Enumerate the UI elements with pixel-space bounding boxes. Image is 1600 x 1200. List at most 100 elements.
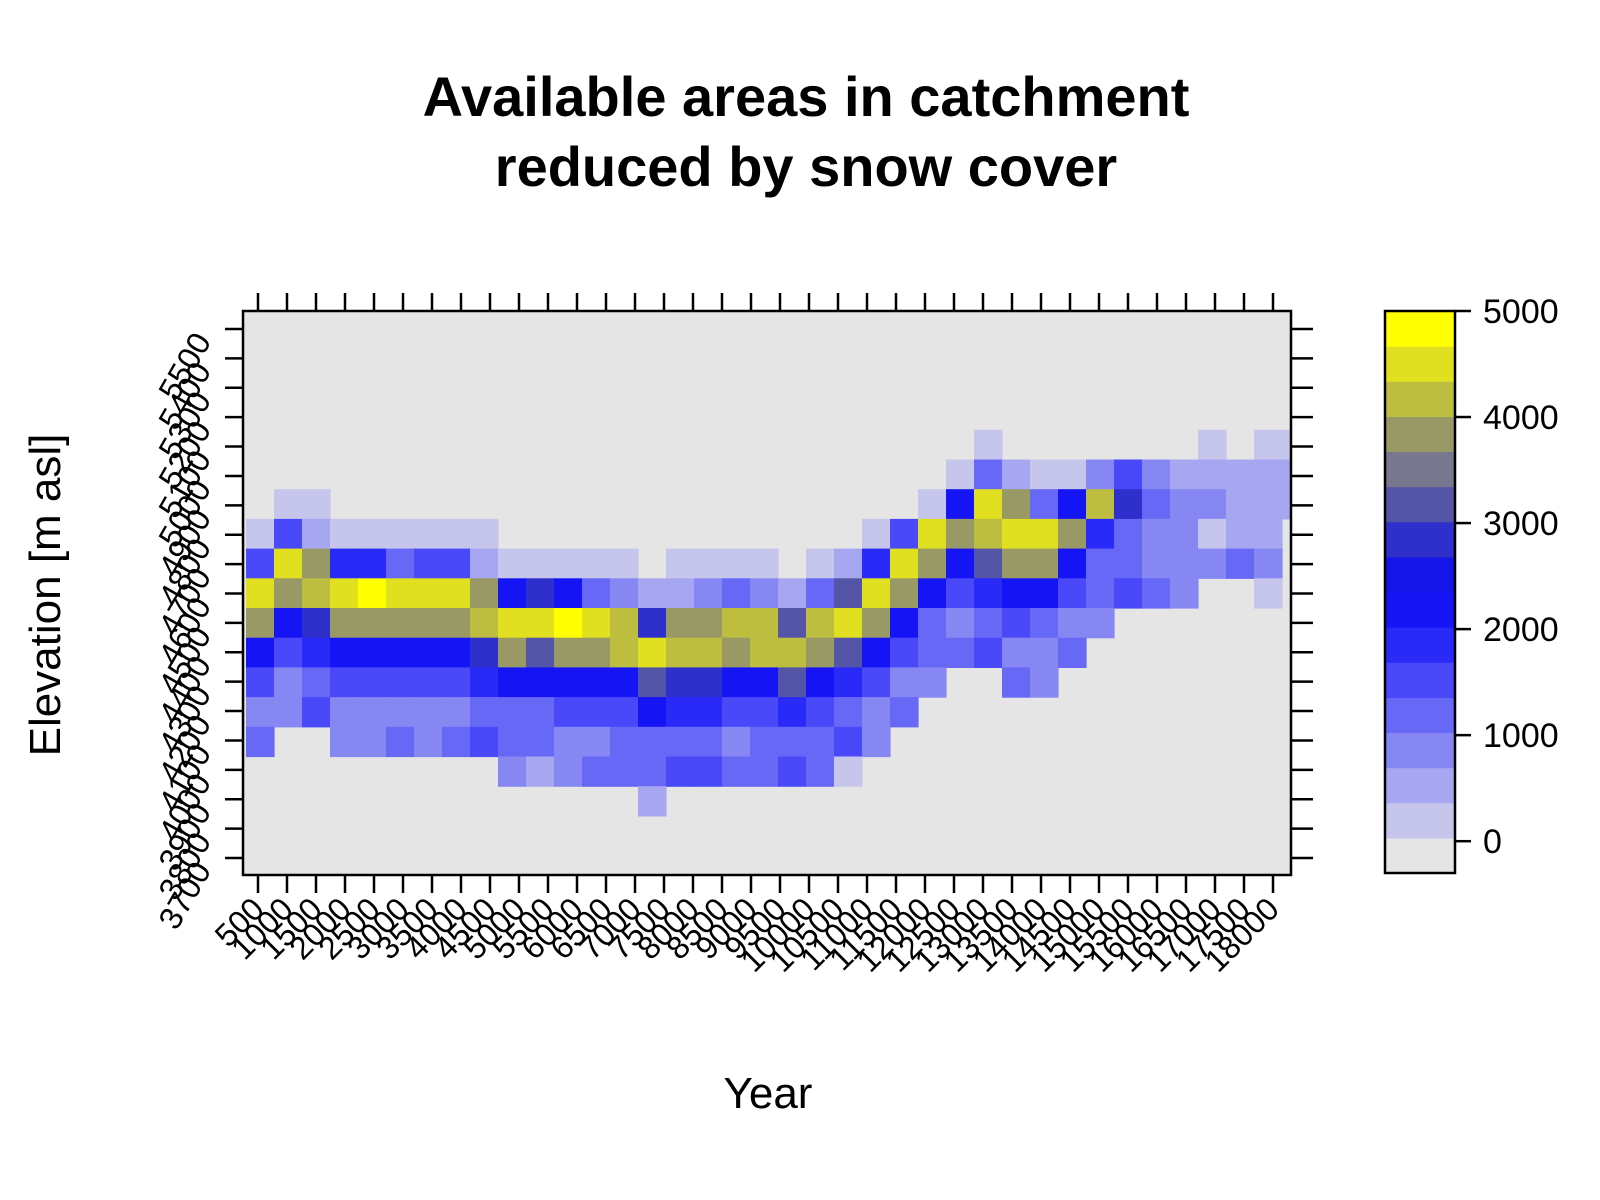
heatmap-cell (806, 578, 835, 609)
heatmap-cell (1170, 459, 1199, 490)
heatmap-cell (722, 548, 751, 579)
heatmap-cell (666, 756, 695, 787)
heatmap-cell (834, 697, 863, 728)
heatmap-cell (414, 578, 443, 609)
heatmap-cell (302, 518, 331, 550)
heatmap-cell (274, 608, 303, 639)
heatmap-cell (666, 608, 695, 639)
heatmap-cell (918, 489, 947, 520)
heatmap-cell (890, 697, 919, 728)
heatmap-cell (1086, 489, 1115, 520)
heatmap-cell (666, 578, 695, 609)
heatmap-cell (1198, 429, 1227, 461)
heatmap-cell (918, 578, 947, 609)
heatmap-cell (750, 667, 779, 698)
heatmap-cell (330, 548, 359, 579)
heatmap-cell (946, 637, 975, 668)
heatmap-cell (862, 667, 891, 698)
colorbar-segment (1385, 311, 1455, 347)
heatmap-cell (1142, 578, 1171, 609)
heatmap-cell (974, 578, 1003, 609)
heatmap-cell (470, 637, 499, 668)
heatmap-cell (302, 548, 331, 579)
heatmap-cell (330, 578, 359, 609)
heatmap-cell (582, 756, 611, 787)
heatmap-cell (1086, 459, 1115, 490)
heatmap-cell (834, 578, 863, 609)
heatmap-cell (1254, 489, 1283, 520)
heatmap-cell (694, 667, 723, 698)
heatmap-cell (246, 608, 275, 639)
heatmap-cell (1058, 578, 1087, 609)
heatmap-cell (974, 489, 1003, 520)
heatmap-cell (274, 518, 303, 550)
heatmap-cell (470, 697, 499, 728)
colorbar-tick-label: 1000 (1483, 717, 1559, 755)
heatmap-cell (302, 667, 331, 698)
heatmap-cell (442, 548, 471, 579)
heatmap-cell (358, 697, 387, 728)
heatmap-cell (946, 608, 975, 639)
heatmap-cell (806, 637, 835, 668)
heatmap-cell (386, 726, 415, 758)
heatmap-cell (1170, 578, 1199, 609)
heatmap-cell (1058, 548, 1087, 579)
heatmap-cell (1226, 548, 1255, 579)
heatmap-cell (778, 726, 807, 758)
heatmap-cell (1030, 459, 1059, 490)
heatmap-cell (442, 697, 471, 728)
heatmap-cell (750, 608, 779, 639)
colorbar-tick-label: 3000 (1483, 505, 1559, 543)
heatmap-cell (582, 637, 611, 668)
heatmap-cell (526, 548, 555, 579)
heatmap-cell (1198, 548, 1227, 579)
heatmap-cell (862, 726, 891, 758)
heatmap-cell (610, 578, 639, 609)
heatmap-cell (638, 667, 667, 698)
colorbar-segment (1385, 346, 1455, 382)
heatmap-cell (470, 726, 499, 758)
heatmap-cell (722, 637, 751, 668)
heatmap-cell (694, 756, 723, 787)
heatmap-cell (1254, 548, 1283, 579)
heatmap-cell (1002, 608, 1031, 639)
heatmap-cell (330, 518, 359, 550)
heatmap-cell (610, 667, 639, 698)
heatmap-cell (1114, 459, 1143, 490)
heatmap-cell (974, 429, 1003, 461)
colorbar-segment (1385, 416, 1455, 453)
heatmap-cell (274, 667, 303, 698)
colorbar-frame (1383, 309, 1457, 875)
heatmap-cell (414, 637, 443, 668)
heatmap-cell (274, 548, 303, 579)
heatmap-cell (778, 667, 807, 698)
heatmap-cell (638, 726, 667, 758)
heatmap-cell (1114, 518, 1143, 550)
heatmap-cell (834, 726, 863, 758)
heatmap-cell (890, 548, 919, 579)
heatmap-cell (750, 697, 779, 728)
heatmap-cell (414, 608, 443, 639)
colorbar-segment (1385, 451, 1455, 488)
colorbar-tick-label: 4000 (1483, 399, 1559, 437)
heatmap-cell (554, 578, 583, 609)
heatmap-cell (638, 786, 667, 817)
heatmap-cell (1002, 489, 1031, 520)
colorbar-tick-label: 0 (1483, 823, 1502, 861)
heatmap-cell (946, 489, 975, 520)
heatmap-cell (582, 697, 611, 728)
heatmap-cell (302, 608, 331, 639)
heatmap-cell (386, 637, 415, 668)
heatmap-cell (1002, 578, 1031, 609)
heatmap-cell (974, 548, 1003, 579)
heatmap-cell (862, 518, 891, 550)
heatmap-cell (1114, 489, 1143, 520)
heatmap-cell (526, 726, 555, 758)
chart-title-line-1: Available areas in catchment (423, 65, 1190, 128)
heatmap-cell (274, 578, 303, 609)
heatmap-cell (246, 726, 275, 758)
heatmap-cell (1002, 548, 1031, 579)
heatmap-cell (470, 608, 499, 639)
heatmap-cell (862, 608, 891, 639)
heatmap-cell (862, 578, 891, 609)
